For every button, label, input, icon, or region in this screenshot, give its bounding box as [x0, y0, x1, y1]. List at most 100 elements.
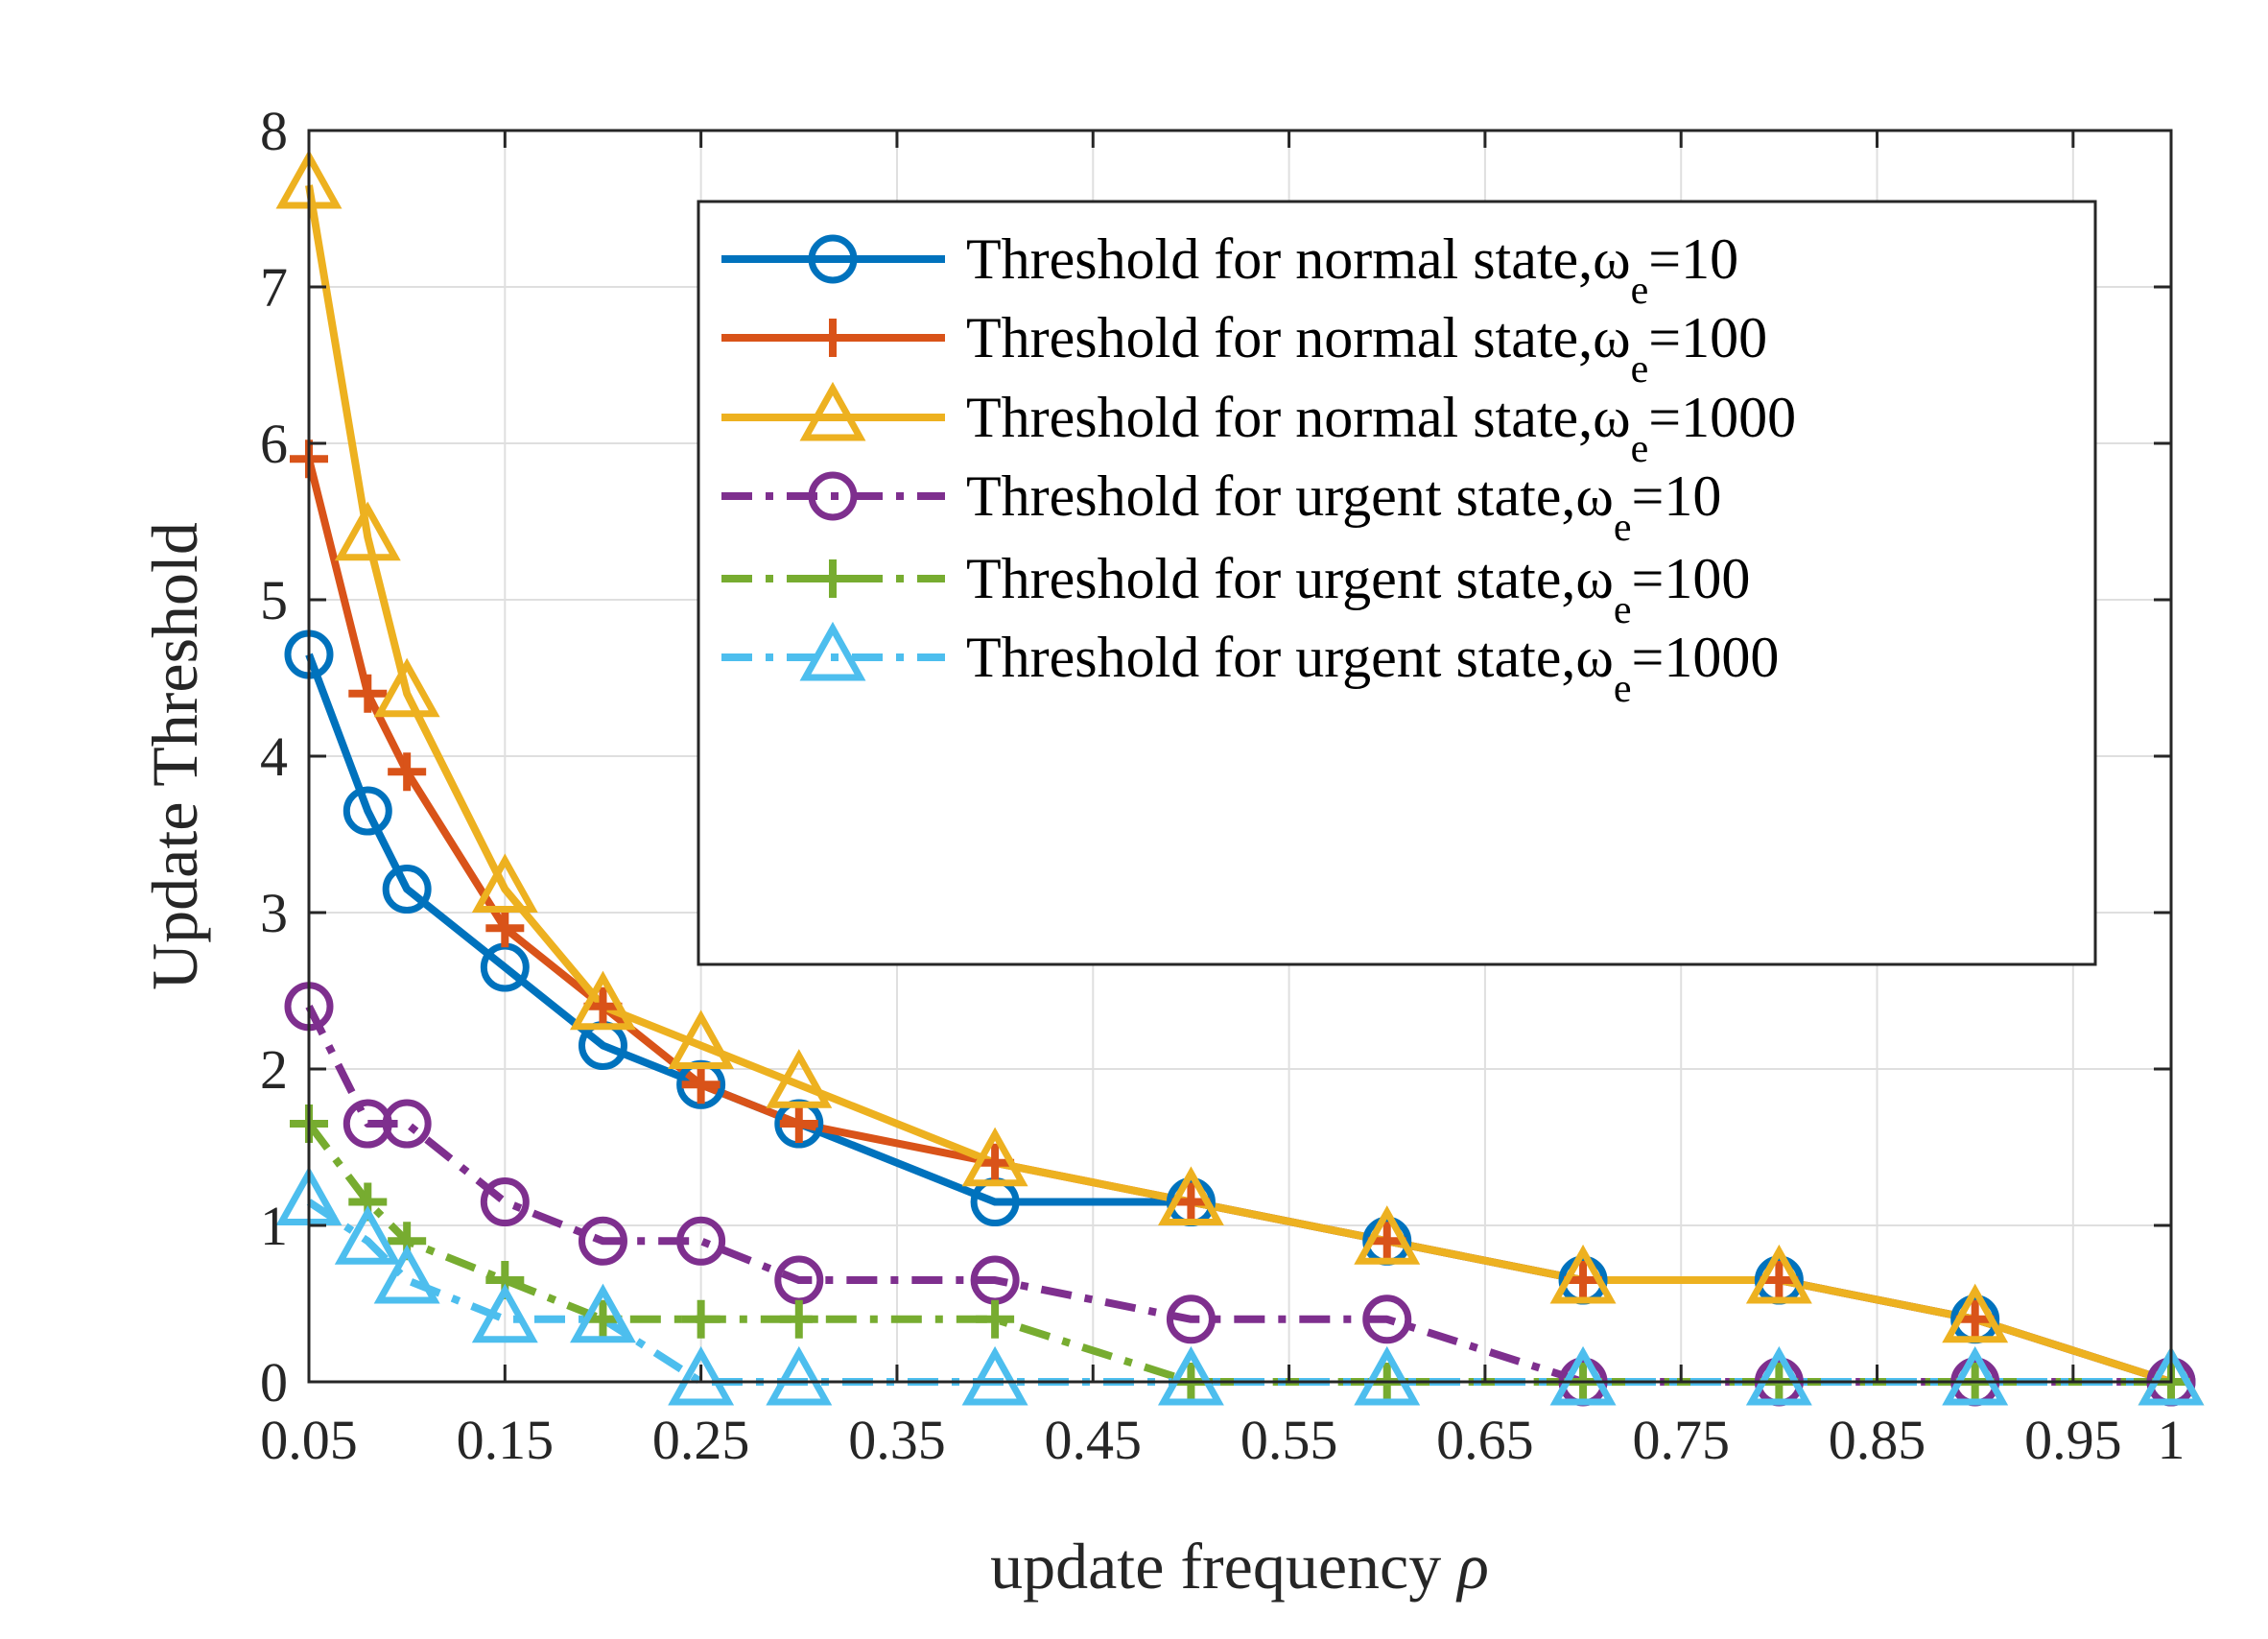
- x-tick-label: 0.25: [652, 1409, 750, 1471]
- legend-label-suffix: =10: [1648, 227, 1738, 291]
- data-point-series-3: [1942, 1283, 2009, 1343]
- x-tick-label: 0.75: [1632, 1409, 1730, 1471]
- legend-label-suffix: =10: [1632, 464, 1722, 528]
- data-point-series-3: [1157, 1166, 1224, 1226]
- x-tick-label: 0.35: [848, 1409, 946, 1471]
- legend-label-sub: e: [1631, 427, 1649, 471]
- x-tick-label: 0.85: [1829, 1409, 1926, 1471]
- legend-label: Threshold for normal state,ωe=100: [966, 306, 1767, 392]
- data-point-series-5: [779, 1299, 818, 1339]
- x-axis-symbol: ρ: [1455, 1530, 1489, 1603]
- legend-marker: [808, 471, 858, 521]
- legend-label-sub: e: [1631, 269, 1649, 313]
- x-axis-title-text: update frequency: [990, 1530, 1441, 1603]
- legend-label-suffix: =1000: [1648, 386, 1796, 449]
- legend-label-suffix: =100: [1632, 547, 1751, 610]
- data-point-series-3: [471, 853, 538, 914]
- series-markers: [275, 149, 2205, 1407]
- x-tick-label: 0.45: [1045, 1409, 1143, 1471]
- data-point-series-6: [1157, 1345, 1224, 1406]
- legend: Threshold for normal state,ωe=10Threshol…: [697, 200, 2097, 966]
- legend-marker: [814, 559, 852, 598]
- x-tick-label: 1: [2158, 1409, 2185, 1471]
- data-point-series-4: [1362, 1295, 1412, 1344]
- data-point-series-4: [382, 1099, 432, 1149]
- axis-ticks: [307, 129, 2173, 1384]
- x-tick-label: 0.95: [2024, 1409, 2122, 1471]
- data-point-series-2: [348, 674, 388, 713]
- legend-label-suffix: =100: [1648, 306, 1767, 369]
- legend-label: Threshold for urgent state,ωe=1000: [966, 626, 1779, 711]
- y-tick-label: 4: [260, 725, 288, 788]
- x-tick-label: 0.15: [457, 1409, 555, 1471]
- legend-label: Threshold for urgent state,ωe=100: [966, 547, 1750, 632]
- y-tick-label: 1: [260, 1195, 288, 1257]
- legend-marker: [799, 621, 866, 681]
- data-point-series-2: [388, 752, 427, 792]
- legend-label: Threshold for normal state,ωe=1000: [966, 386, 1796, 471]
- data-point-series-3: [373, 657, 440, 718]
- data-point-series-6: [1942, 1345, 2009, 1406]
- data-point-series-3: [766, 1049, 833, 1108]
- data-point-series-3: [1354, 1205, 1421, 1265]
- data-point-series-6: [961, 1345, 1028, 1406]
- data-point-series-6: [471, 1283, 538, 1343]
- data-point-series-4: [578, 1216, 627, 1266]
- y-tick-labels: 0 1 2 3 4 5 6 7 8: [260, 100, 288, 1413]
- data-point-series-1: [382, 865, 432, 915]
- x-axis-title: update frequency ρ: [990, 1530, 1489, 1603]
- legend-marker: [808, 234, 858, 284]
- legend-label-main: Threshold for normal state,ω: [966, 386, 1631, 449]
- y-tick-label: 5: [260, 569, 288, 631]
- data-point-series-3: [1549, 1244, 1617, 1304]
- legend-label-sub: e: [1631, 347, 1649, 392]
- data-point-series-6: [1745, 1345, 1812, 1406]
- y-tick-label: 6: [260, 413, 288, 475]
- data-point-series-3: [1745, 1244, 1812, 1304]
- legend-label-main: Threshold for urgent state,ω: [966, 547, 1614, 610]
- y-tick-label: 8: [260, 100, 288, 162]
- x-tick-labels: 0.05 0.15 0.25 0.35 0.45 0.55 0.65 0.75 0.85 0.95…: [260, 1409, 2185, 1471]
- data-point-series-3: [961, 1127, 1028, 1187]
- legend-label-suffix: =1000: [1632, 626, 1780, 689]
- x-tick-label: 0.65: [1436, 1409, 1534, 1471]
- y-tick-label: 0: [260, 1351, 288, 1413]
- legend-box: [697, 200, 2097, 966]
- y-tick-label: 2: [260, 1038, 288, 1101]
- legend-label-main: Threshold for urgent state,ω: [966, 626, 1614, 689]
- legend-items: Threshold for normal state,ωe=10Threshol…: [721, 227, 1796, 711]
- data-point-series-6: [334, 1205, 401, 1265]
- legend-label-main: Threshold for urgent state,ω: [966, 464, 1614, 528]
- data-point-series-2: [485, 909, 525, 948]
- data-point-series-5: [976, 1299, 1015, 1339]
- data-point-series-4: [480, 1177, 530, 1227]
- data-point-series-1: [343, 786, 392, 836]
- data-point-series-2: [681, 1065, 721, 1105]
- series-line-3: [305, 184, 2173, 1386]
- legend-label-main: Threshold for normal state,ω: [966, 227, 1631, 291]
- y-axis-title: Update Threshold: [138, 522, 211, 990]
- x-tick-label: 0.55: [1240, 1409, 1338, 1471]
- data-point-series-3: [334, 501, 401, 561]
- x-tick-label: 0.05: [260, 1409, 358, 1471]
- legend-label-sub: e: [1614, 506, 1632, 550]
- data-point-series-6: [2138, 1345, 2205, 1406]
- data-point-series-4: [676, 1216, 726, 1266]
- legend-label-sub: e: [1614, 667, 1632, 711]
- data-point-series-5: [681, 1299, 721, 1339]
- data-point-series-3: [570, 970, 636, 1031]
- data-point-series-2: [779, 1105, 818, 1144]
- data-point-series-3: [668, 1010, 735, 1070]
- legend-marker: [814, 319, 852, 357]
- y-tick-label: 3: [260, 882, 288, 944]
- data-point-series-4: [1166, 1295, 1216, 1344]
- data-point-series-6: [570, 1283, 636, 1343]
- data-point-series-6: [373, 1244, 440, 1304]
- y-tick-label: 7: [260, 256, 288, 319]
- legend-label-sub: e: [1614, 588, 1632, 632]
- legend-label: Threshold for urgent state,ωe=10: [966, 464, 1721, 550]
- data-point-series-6: [1354, 1345, 1421, 1406]
- data-point-series-6: [668, 1345, 735, 1406]
- legend-marker: [799, 381, 866, 441]
